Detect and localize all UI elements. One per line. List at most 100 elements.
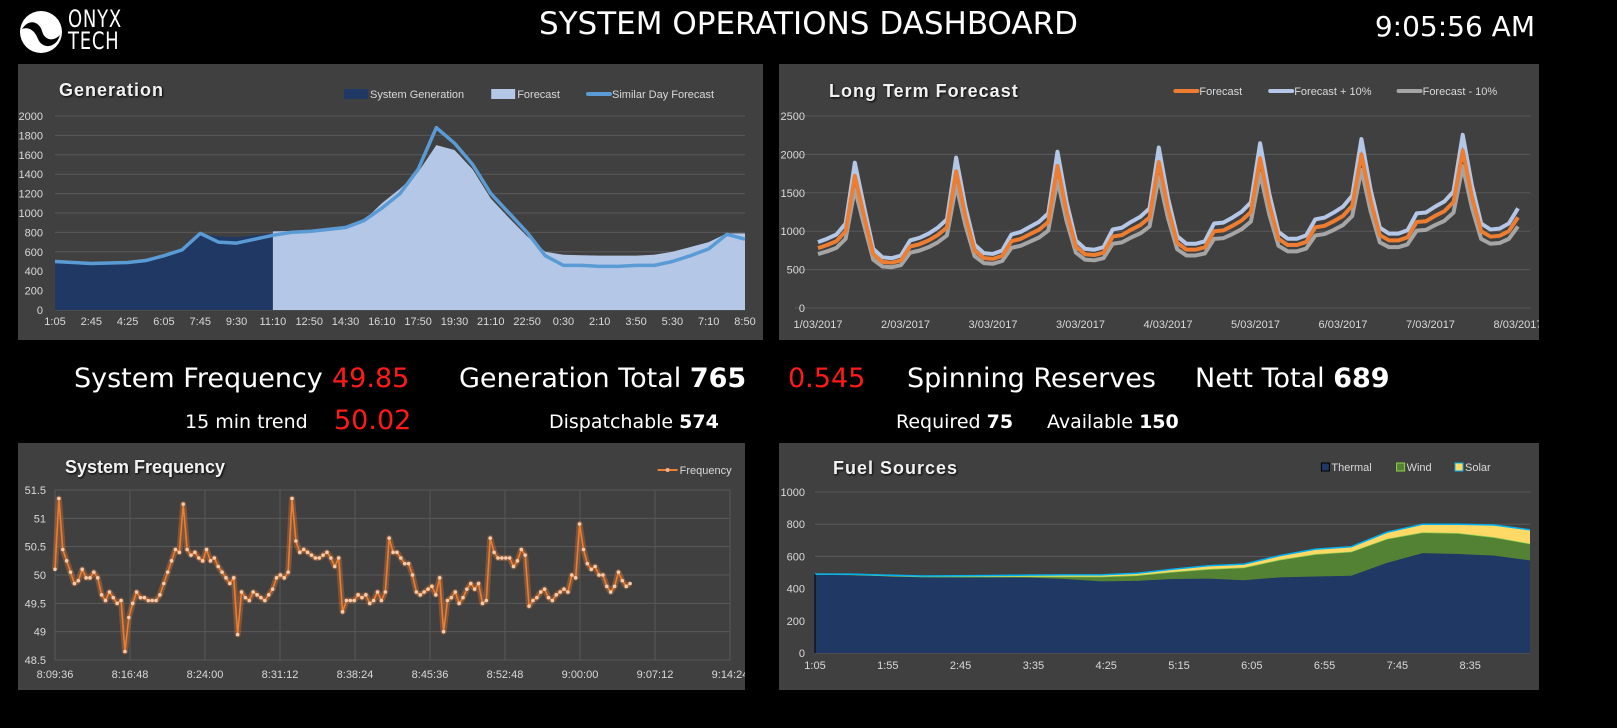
y-tick-label: 0 [37,305,43,317]
frequency-point [364,593,368,597]
frequency-point [402,561,407,566]
frequency-point [154,598,158,603]
frequency-point [72,581,77,586]
frequency-point [169,559,174,563]
frequency-point [200,559,205,563]
frequency-point [472,587,477,591]
frequency-point [80,567,85,572]
frequency-point [624,584,629,589]
frequency-point [196,556,201,560]
line-forecast [817,148,1520,265]
frequency-chart: 48.5 49 49.5 50 50.5 51 51.5 8:09:36 8:16:48 8:24… [25,465,745,681]
y-tick-label: 49.5 [25,598,46,610]
frequency-point [496,556,500,560]
x-tick-label: 8:31:12 [262,669,299,681]
chart-title: System Frequency [65,457,226,477]
dispatchable: Dispatchable 574 [549,411,719,433]
spinning-reserves-label: Spinning Reserves [907,363,1156,394]
frequency-point [488,536,493,540]
frequency-point [99,593,104,597]
fuel-sources-chart: 0 200 400 600 800 1000 1:05 1:55 2:45 3:35 4:25 5:1… [781,462,1531,672]
y-tick-label: 800 [25,227,43,239]
clock: 9:05:56 AM [1374,10,1535,43]
x-tick-label: 8:38:24 [337,669,374,681]
ratio-value: 0.545 [788,363,866,394]
frequency-point [142,595,147,600]
frequency-point [562,587,566,591]
frequency-point [597,573,601,577]
available-value: 150 [1139,411,1179,433]
frequency-point [604,584,609,589]
required: Required 75 [896,411,1013,433]
frequency-point [558,590,562,594]
frequency-point [259,595,263,600]
frequency-point [138,595,143,600]
frequency-point [243,595,248,600]
frequency-point [593,564,597,569]
frequency-point [468,581,473,586]
frequency-point [309,553,314,557]
frequency-point [573,576,578,580]
x-tick-label: 1:55 [877,660,898,672]
frequency-point [418,593,423,597]
y-tick-label: 1800 [19,130,43,142]
x-tick-label: 8:09:36 [37,669,74,681]
frequency-point [111,595,116,600]
y-tick-label: 50.5 [25,542,46,554]
x-tick-label: 8:52:48 [487,669,524,681]
frequency-point [399,556,403,560]
generation-total: Generation Total 765 [459,363,746,394]
nett-total-value: 689 [1333,363,1390,394]
y-tick-label: 200 [25,286,43,298]
edge-solar [815,523,1531,577]
chart-title: Generation [59,80,165,100]
frequency-point [278,573,283,577]
frequency-point [538,590,543,594]
frequency-point [274,576,279,580]
system-frequency-value: 49.85 [332,363,410,394]
frequency-point [266,593,271,597]
area-thermal [815,553,1530,653]
y-tick-label: 2000 [781,149,805,161]
frequency-point [64,559,69,563]
frequency-point [527,604,531,608]
x-tick-label: 6:05 [1241,660,1262,672]
frequency-point [165,570,170,574]
frequency-point [492,550,496,555]
y-tick-label: 600 [25,247,43,259]
frequency-point [185,547,189,552]
frequency-point [410,573,415,577]
required-value: 75 [986,411,1014,433]
frequency-point [251,590,255,594]
long-term-forecast-panel: 0 500 1000 1500 2000 2500 1/03/2017 2/03/2017 3/… [779,64,1539,340]
x-tick-label: 8:50 [734,316,755,328]
frequency-point [550,598,555,603]
y-tick-label: 49 [34,627,46,639]
frequency-point [123,649,127,654]
frequency-point [255,593,259,597]
x-tick-label: 0:30 [553,316,574,328]
y-tick-label: 600 [787,551,805,563]
frequency-point [523,553,527,557]
frequency-point [445,598,450,603]
frequency-point [352,598,357,603]
frequency-point [57,496,61,501]
x-tick-label: 8/03/2017 [1494,319,1539,331]
frequency-point [325,550,329,555]
frequency-point [430,584,434,589]
legend-label: Wind [1407,462,1432,474]
onyx-tech-logo: ONYX TECH [18,6,142,56]
x-tick-label: 9:30 [226,316,247,328]
logo-text-top: ONYX [68,5,122,33]
frequency-point [426,587,430,591]
x-tick-label: 7:45 [190,316,211,328]
frequency-point [507,556,512,560]
frequency-point [414,590,419,594]
frequency-point [239,590,244,594]
legend-label: Frequency [680,465,732,477]
trend-label: 15 min trend [185,411,308,433]
frequency-point [511,564,516,569]
y-tick-label: 1000 [19,208,43,220]
frequency-point [76,578,81,583]
frequency-point [500,556,504,560]
